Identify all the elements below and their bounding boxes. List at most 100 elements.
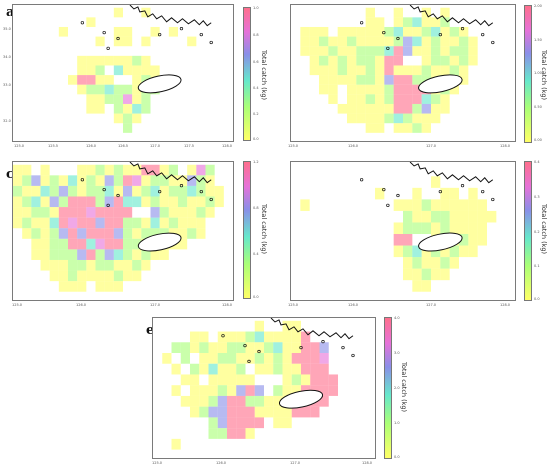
catch-cell — [431, 103, 441, 114]
catch-cell — [282, 342, 292, 353]
catch-cell — [113, 175, 123, 186]
catch-cell — [13, 196, 23, 208]
catch-cell — [319, 46, 329, 56]
catch-cell — [412, 268, 422, 281]
catch-cell — [393, 94, 403, 104]
catch-cell — [236, 363, 246, 375]
catch-cell — [49, 175, 59, 186]
catch-cell — [86, 175, 96, 186]
catch-cell — [132, 103, 142, 114]
catch-cell — [412, 280, 422, 292]
map-e — [152, 317, 376, 459]
catch-cell — [95, 259, 105, 271]
catch-cell — [459, 26, 469, 37]
catch-cell — [319, 26, 329, 37]
catch-cell — [159, 196, 169, 208]
catch-cell — [421, 123, 431, 133]
xtick: 127.0 — [150, 303, 161, 307]
island-outline — [481, 189, 485, 194]
catch-cell — [187, 175, 197, 186]
xtick: 127.5 — [184, 144, 195, 148]
catch-cell — [95, 270, 105, 282]
catch-cell — [104, 207, 114, 218]
catch-cell — [337, 46, 347, 56]
catch-cell — [403, 257, 413, 269]
catch-cell — [403, 75, 413, 85]
catch-cell — [40, 185, 50, 197]
catch-cell — [196, 217, 206, 229]
catch-cell — [132, 113, 142, 124]
catch-cell — [86, 196, 96, 208]
catch-cell — [77, 228, 87, 239]
catch-cell — [22, 217, 32, 229]
catch-cell — [104, 228, 114, 239]
catch-cell — [95, 55, 105, 66]
island-outline — [382, 30, 386, 35]
catch-cell — [150, 196, 160, 208]
panel-label-c: c — [6, 167, 14, 182]
jeju-island — [278, 389, 324, 409]
catch-cell — [477, 210, 487, 223]
catch-cell — [365, 84, 375, 95]
catch-cell — [384, 36, 394, 47]
catch-cell — [403, 222, 413, 235]
catch-cell — [113, 7, 123, 18]
catch-cell — [31, 249, 41, 260]
catch-cell — [178, 196, 188, 208]
cbtick: 3.0 — [394, 351, 400, 355]
catch-cell — [86, 55, 96, 66]
catch-cell — [31, 175, 41, 186]
catch-cell — [393, 36, 403, 47]
catch-cell — [113, 217, 123, 229]
catch-cell — [236, 406, 246, 418]
catch-cell — [375, 46, 385, 56]
catch-cell — [403, 36, 413, 47]
catch-cell — [68, 270, 78, 282]
map-d — [290, 161, 516, 301]
catch-cell — [123, 249, 133, 260]
cbtick: 1.50 — [534, 38, 542, 42]
catch-cell — [86, 185, 96, 197]
catch-cell — [449, 36, 459, 47]
catch-cell — [217, 417, 227, 429]
cbtick: 0.6 — [253, 60, 259, 64]
catch-cell — [459, 46, 469, 56]
catch-cell — [245, 406, 255, 418]
catch-cell — [440, 222, 450, 235]
catch-cell — [49, 228, 59, 239]
catch-cell — [375, 36, 385, 47]
catch-cell — [227, 406, 237, 418]
catch-cell — [123, 123, 133, 133]
catch-cell — [393, 7, 403, 18]
catch-cell — [199, 331, 209, 343]
catch-cell — [245, 385, 255, 396]
catch-cell — [431, 199, 441, 211]
catch-cell — [227, 374, 237, 386]
catch-cell — [375, 65, 385, 76]
xtick: 126.0 — [76, 303, 87, 307]
catch-cell — [104, 55, 114, 66]
catch-cell — [347, 84, 357, 95]
catch-cell — [421, 55, 431, 66]
catch-cell — [77, 249, 87, 260]
catch-cell — [58, 185, 68, 197]
catch-cell — [141, 36, 151, 47]
catch-cell — [245, 395, 255, 407]
catch-cell — [113, 228, 123, 239]
catch-cell — [309, 46, 319, 56]
catch-cell — [77, 207, 87, 218]
catch-cell — [77, 65, 87, 76]
catch-cell — [132, 228, 142, 239]
catch-cell — [431, 257, 441, 269]
catch-cell — [141, 196, 151, 208]
cbtick: 0.1 — [534, 264, 540, 268]
catch-cell — [123, 84, 133, 95]
ytick: 34.0 — [3, 55, 11, 59]
catch-cell — [384, 46, 394, 56]
catch-cell — [13, 217, 23, 229]
catch-cell — [365, 123, 375, 133]
island-outline — [116, 193, 120, 198]
catch-cell — [123, 26, 133, 37]
catch-cell — [403, 103, 413, 114]
catch-cell — [412, 222, 422, 235]
